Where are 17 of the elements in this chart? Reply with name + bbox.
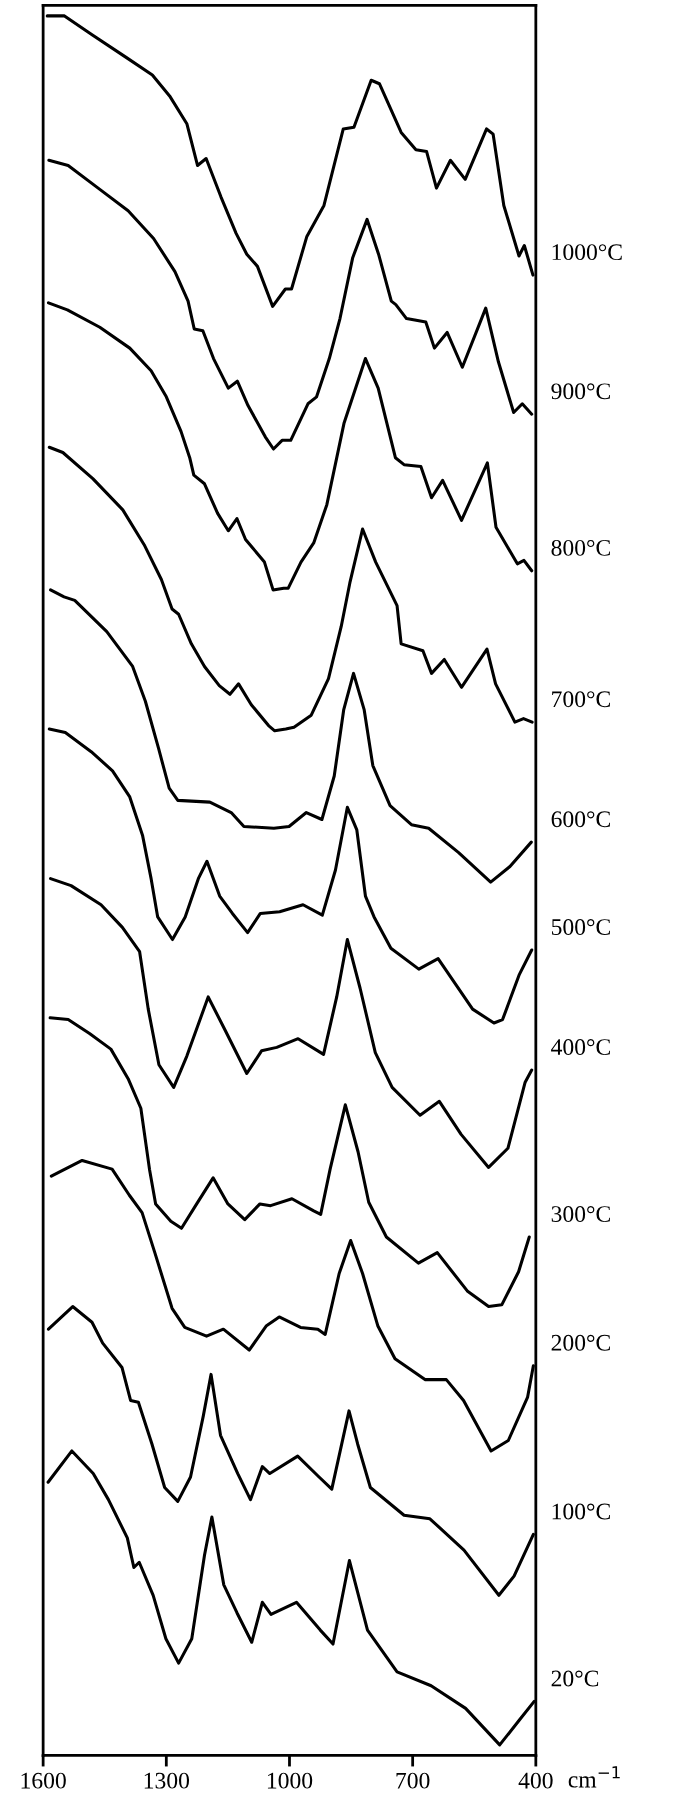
x-tick-label: 1600 bbox=[21, 1772, 66, 1789]
series-label: 700°C bbox=[552, 691, 610, 708]
series-label: 400°C bbox=[551, 1039, 610, 1056]
x-tick-label: 400 bbox=[518, 1772, 553, 1789]
series-label: 100°C bbox=[552, 1503, 610, 1520]
x-axis-title: cm$^{−1}$ bbox=[568, 1766, 620, 1788]
series-label: 600°C bbox=[551, 811, 610, 828]
series-label: 800°C bbox=[551, 539, 610, 556]
series-label: 500°C bbox=[551, 919, 610, 936]
series-label: 300°C bbox=[551, 1206, 610, 1223]
x-tick-label: 1000 bbox=[267, 1772, 313, 1789]
series-label: 200°C bbox=[551, 1334, 610, 1351]
series-label: 1000°C bbox=[552, 244, 622, 261]
series-label: 20°C bbox=[551, 1670, 599, 1687]
x-tick-label: 700 bbox=[396, 1772, 430, 1789]
x-tick-label: 1300 bbox=[144, 1772, 190, 1789]
series-label: 900°C bbox=[551, 383, 610, 400]
